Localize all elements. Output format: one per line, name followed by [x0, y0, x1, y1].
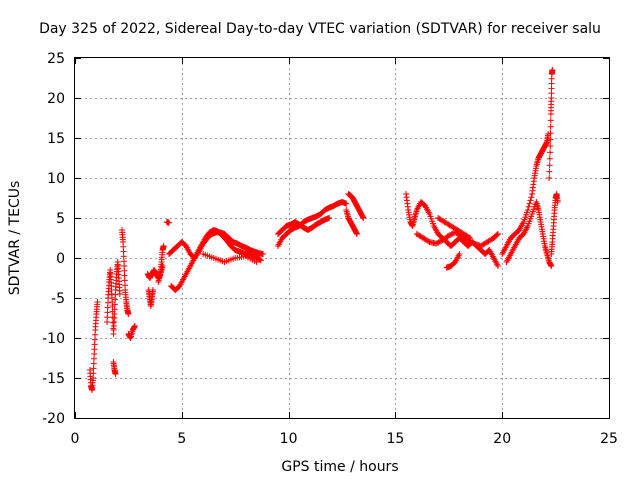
data-point [549, 67, 556, 73]
data-point [467, 235, 474, 241]
data-point [443, 264, 450, 271]
data-point [116, 291, 123, 297]
data-point [326, 215, 333, 221]
data-point [494, 263, 501, 269]
data-point [131, 323, 138, 329]
data-point [149, 287, 156, 293]
data-point [159, 263, 166, 269]
y-tick-label: 15 [47, 131, 65, 147]
data-point [468, 239, 475, 246]
data-point [449, 230, 456, 237]
data-point [434, 239, 441, 246]
data-point [546, 155, 553, 162]
x-tick-label: 15 [386, 431, 404, 447]
data-point [547, 136, 554, 143]
data-point [259, 251, 266, 257]
data-point [494, 231, 501, 237]
data-point [546, 175, 553, 181]
data-point [527, 197, 534, 204]
data-point [447, 231, 454, 238]
data-point [547, 117, 554, 124]
chart-title: Day 325 of 2022, Sidereal Day-to-day VTE… [39, 21, 601, 37]
y-axis-label: SDTVAR / TECUs [7, 181, 23, 296]
data-point [547, 123, 554, 130]
data-point [547, 130, 554, 137]
data-points [86, 67, 561, 393]
data-point [465, 234, 472, 241]
data-point [109, 314, 116, 321]
data-point [94, 299, 101, 305]
data-point [470, 239, 477, 246]
data-point [353, 231, 360, 237]
y-tick-label: -20 [42, 411, 65, 427]
plot-frame [74, 57, 610, 419]
axis-ticks: 0 5 10 15 20 25 -20 -15 -10 -5 0 5 10 15 20 25 [42, 51, 618, 447]
data-point [548, 263, 555, 269]
data-point [125, 311, 132, 317]
data-point [546, 162, 553, 169]
y-tick-label: -10 [42, 331, 65, 347]
data-point [554, 199, 561, 205]
data-point [360, 215, 367, 221]
data-point [448, 231, 455, 238]
x-tick-label: 20 [493, 431, 511, 447]
data-point [494, 231, 501, 238]
data-point [546, 168, 553, 175]
x-axis-label: GPS time / hours [281, 459, 398, 475]
x-tick-label: 5 [177, 431, 186, 447]
grid [75, 58, 609, 418]
data-point [425, 238, 432, 245]
y-tick-label: -5 [51, 291, 65, 307]
data-point [256, 256, 263, 263]
y-tick-label: 0 [56, 251, 65, 267]
data-point [547, 143, 554, 149]
data-point [524, 207, 531, 213]
data-point [445, 232, 452, 239]
data-point [112, 371, 119, 377]
y-tick-label: 10 [47, 171, 65, 187]
y-tick-label: 25 [47, 51, 65, 67]
data-point [436, 238, 443, 245]
data-point [432, 240, 439, 247]
data-point [110, 319, 117, 326]
y-tick-label: -15 [42, 371, 65, 387]
data-point [160, 243, 167, 249]
x-tick-label: 0 [71, 431, 80, 447]
data-point [343, 200, 350, 207]
y-tick-label: 5 [56, 211, 65, 227]
data-point [165, 219, 172, 226]
x-tick-label: 10 [280, 431, 298, 447]
data-point [526, 200, 533, 207]
x-tick-label: 25 [600, 431, 618, 447]
data-point [528, 194, 535, 201]
data-point [525, 203, 532, 210]
data-point [547, 149, 554, 156]
y-tick-label: 20 [47, 91, 65, 107]
data-point [253, 259, 260, 265]
data-point [435, 239, 442, 246]
data-point [257, 257, 264, 264]
